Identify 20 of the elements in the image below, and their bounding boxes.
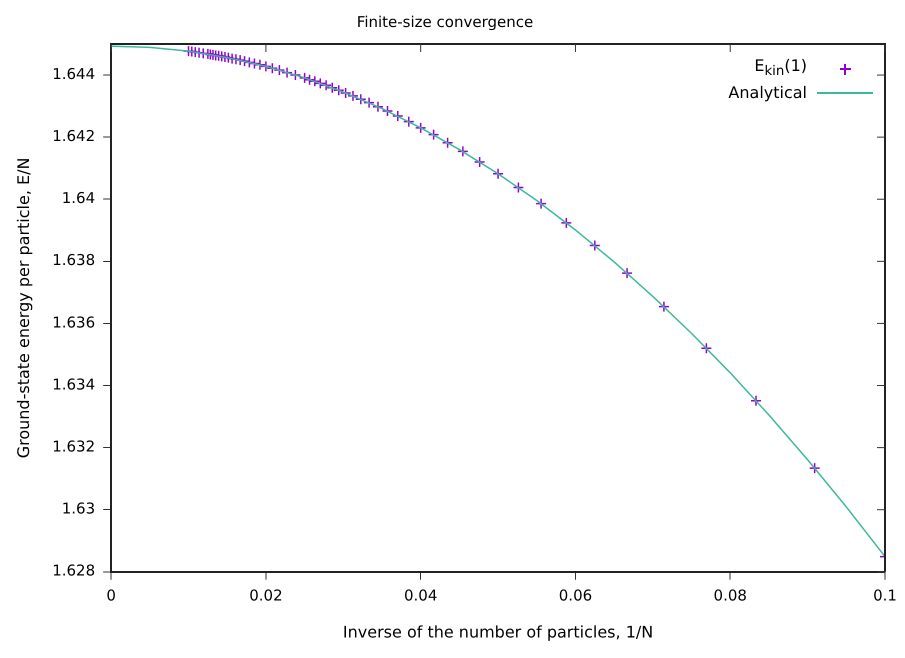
legend-label: Analytical xyxy=(728,82,807,102)
y-tick-label: 1.636 xyxy=(52,313,96,332)
chart-title: Finite-size convergence xyxy=(356,12,534,31)
x-tick-label: 0.04 xyxy=(404,586,438,605)
y-tick-label: 1.63 xyxy=(62,500,96,518)
y-tick-label: 1.644 xyxy=(52,64,96,83)
y-tick-label: 1.632 xyxy=(52,438,96,456)
x-axis-title: Inverse of the number of particles, 1/N xyxy=(342,622,654,642)
y-tick-label: 1.638 xyxy=(52,251,96,270)
y-tick-label: 1.642 xyxy=(52,127,96,146)
x-tick-label: 0.06 xyxy=(558,586,592,605)
y-axis-title: Ground-state energy per particle, E/N xyxy=(14,158,33,458)
x-tick-label: 0.02 xyxy=(249,586,283,605)
x-tick-label: 0 xyxy=(106,586,116,605)
x-tick-label: 0.1 xyxy=(873,586,897,605)
x-tick-label: 0.08 xyxy=(714,586,747,605)
legend-label: E$_{kin}$(1) xyxy=(754,56,807,80)
y-tick-label: 1.634 xyxy=(52,375,96,394)
y-tick-label: 1.628 xyxy=(52,562,96,580)
y-tick-label: 1.64 xyxy=(62,189,96,208)
